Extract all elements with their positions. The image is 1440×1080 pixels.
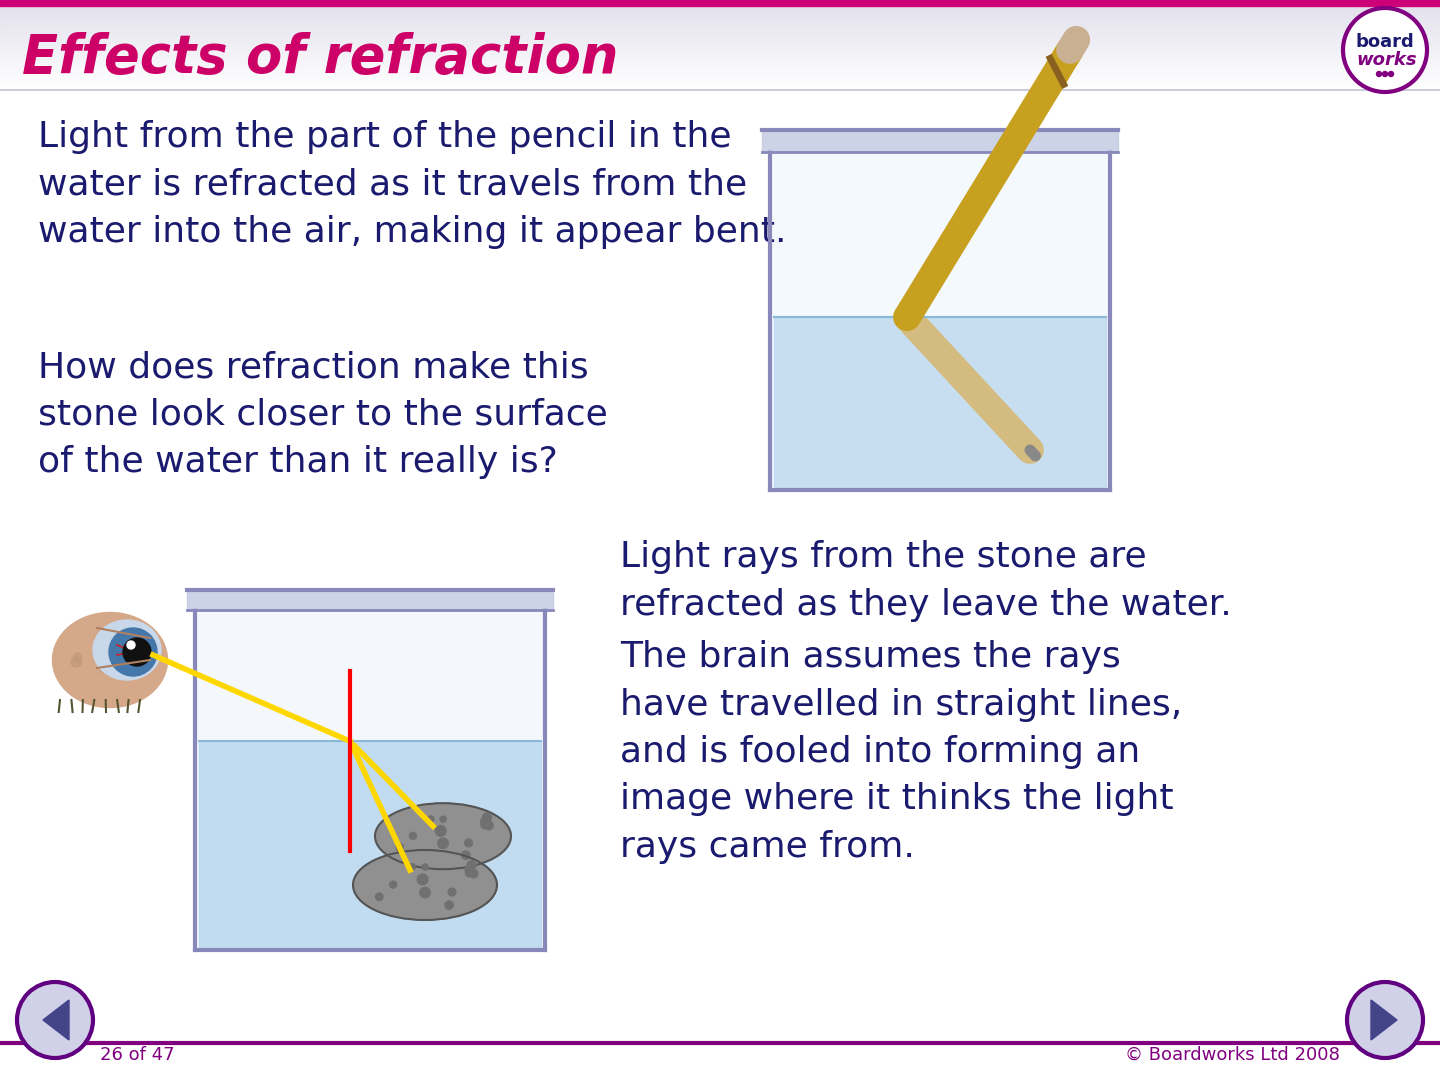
Text: Effects of refraction: Effects of refraction	[22, 32, 618, 84]
Ellipse shape	[52, 612, 167, 707]
Circle shape	[481, 818, 488, 826]
Circle shape	[127, 642, 135, 649]
Ellipse shape	[104, 646, 118, 657]
Text: 26 of 47: 26 of 47	[99, 1047, 174, 1064]
Ellipse shape	[71, 658, 82, 667]
Text: © Boardworks Ltd 2008: © Boardworks Ltd 2008	[1125, 1047, 1341, 1064]
Circle shape	[482, 813, 491, 822]
Circle shape	[438, 838, 448, 849]
Circle shape	[1382, 71, 1388, 77]
Text: The brain assumes the rays
have travelled in straight lines,
and is fooled into : The brain assumes the rays have travelle…	[621, 640, 1182, 864]
Circle shape	[17, 982, 94, 1058]
Text: board: board	[1355, 33, 1414, 51]
Bar	[199, 741, 541, 950]
Circle shape	[467, 861, 477, 869]
Bar	[775, 318, 1106, 490]
Bar	[762, 130, 1117, 152]
Polygon shape	[43, 1000, 69, 1040]
Circle shape	[465, 839, 472, 847]
Text: Light rays from the stone are
refracted as they leave the water.: Light rays from the stone are refracted …	[621, 540, 1231, 621]
Ellipse shape	[374, 804, 511, 869]
Circle shape	[448, 888, 456, 896]
Text: Light from the part of the pencil in the
water is refracted as it travels from t: Light from the part of the pencil in the…	[37, 120, 786, 249]
Ellipse shape	[353, 850, 497, 920]
Bar	[187, 590, 553, 610]
Ellipse shape	[120, 672, 128, 679]
Circle shape	[390, 881, 396, 888]
Text: How does refraction make this
stone look closer to the surface
of the water than: How does refraction make this stone look…	[37, 350, 608, 480]
Circle shape	[418, 874, 428, 885]
Circle shape	[465, 865, 474, 874]
Ellipse shape	[94, 620, 161, 680]
Circle shape	[465, 869, 474, 877]
Circle shape	[422, 864, 428, 870]
Circle shape	[445, 901, 454, 909]
Circle shape	[485, 821, 492, 829]
Circle shape	[441, 816, 446, 822]
Bar	[770, 152, 1110, 490]
Ellipse shape	[73, 652, 82, 662]
Text: works: works	[1356, 51, 1417, 69]
Circle shape	[481, 821, 488, 828]
Circle shape	[469, 869, 478, 878]
Circle shape	[428, 815, 433, 822]
Ellipse shape	[99, 663, 111, 673]
Circle shape	[420, 888, 431, 897]
Circle shape	[1377, 71, 1381, 77]
Bar	[0, 0, 1440, 6]
Bar	[194, 610, 544, 950]
Circle shape	[396, 843, 403, 851]
Circle shape	[1346, 982, 1423, 1058]
Circle shape	[409, 833, 416, 839]
Circle shape	[376, 893, 383, 901]
Circle shape	[462, 851, 469, 860]
Circle shape	[109, 627, 157, 676]
Polygon shape	[1371, 1000, 1397, 1040]
Circle shape	[435, 825, 446, 836]
Circle shape	[1344, 8, 1427, 92]
Circle shape	[409, 864, 415, 869]
Circle shape	[1388, 71, 1394, 77]
Circle shape	[122, 638, 151, 666]
